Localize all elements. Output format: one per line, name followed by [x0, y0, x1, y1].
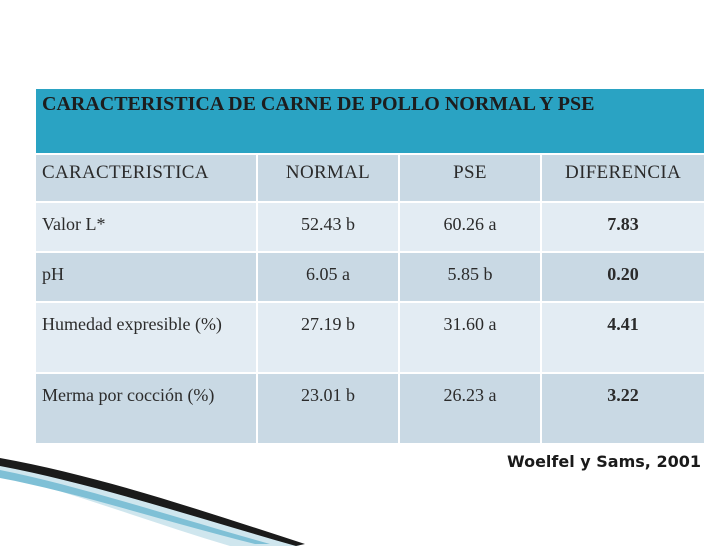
cell-characteristic: Merma por cocción (%): [34, 372, 258, 445]
cell-characteristic: Valor L*: [34, 201, 258, 253]
cell-normal: 6.05 a: [256, 251, 400, 303]
cell-characteristic: Humedad expresible (%): [34, 301, 258, 374]
cell-pse: 60.26 a: [398, 201, 542, 253]
cell-normal: 52.43 b: [256, 201, 400, 253]
header-pse: PSE: [398, 153, 542, 203]
characteristics-table: CARACTERISTICA DE CARNE DE POLLO NORMAL …: [33, 87, 707, 445]
table-title-row: CARACTERISTICA DE CARNE DE POLLO NORMAL …: [33, 87, 707, 155]
table-row: Humedad expresible (%) 27.19 b 31.60 a 4…: [34, 301, 707, 374]
cell-normal: 27.19 b: [256, 301, 400, 374]
cell-difference: 7.83: [539, 201, 707, 253]
table-title: CARACTERISTICA DE CARNE DE POLLO NORMAL …: [33, 87, 707, 155]
table-row: Merma por cocción (%) 23.01 b 26.23 a 3.…: [34, 372, 707, 445]
header-characteristic: CARACTERISTICA: [34, 153, 258, 203]
cell-normal: 23.01 b: [256, 372, 400, 445]
cell-difference: 4.41: [539, 301, 707, 374]
cell-pse: 5.85 b: [398, 251, 542, 303]
decorative-swoosh: [0, 458, 305, 546]
cell-difference: 0.20: [539, 251, 707, 303]
cell-characteristic: pH: [34, 251, 258, 303]
table-header-row: CARACTERISTICA NORMAL PSE DIFERENCIA: [34, 153, 707, 203]
citation: Woelfel y Sams, 2001: [507, 452, 701, 471]
cell-pse: 26.23 a: [398, 372, 542, 445]
table-row: Valor L* 52.43 b 60.26 a 7.83: [34, 201, 707, 253]
cell-difference: 3.22: [539, 372, 707, 445]
table-row: pH 6.05 a 5.85 b 0.20: [34, 251, 707, 303]
header-normal: NORMAL: [256, 153, 400, 203]
cell-pse: 31.60 a: [398, 301, 542, 374]
header-difference: DIFERENCIA: [539, 153, 707, 203]
